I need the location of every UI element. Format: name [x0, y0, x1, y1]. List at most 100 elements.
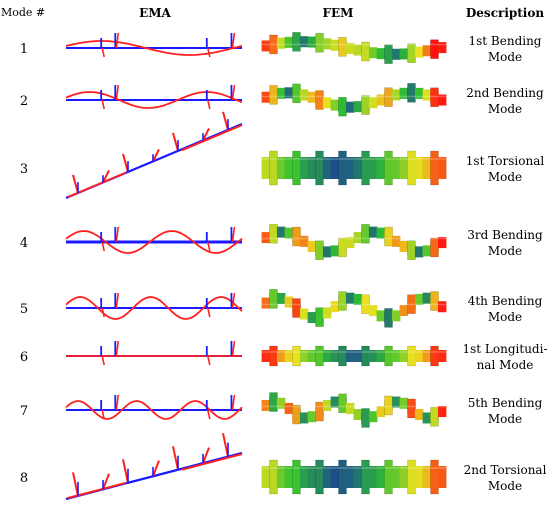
fem-journal-ring: [384, 44, 393, 64]
ema-sensor-marker: [101, 99, 105, 110]
fem-shaft-segment: [261, 91, 271, 103]
fem-shaft-segment: [391, 157, 401, 179]
fem-journal-ring: [292, 345, 301, 367]
fem-shaft-segment: [437, 157, 447, 179]
fem-shaft-segment: [330, 466, 340, 488]
fem-journal-ring: [361, 345, 370, 367]
mode-description-line-2: Mode: [488, 310, 522, 324]
fem-shaft-segment: [299, 36, 309, 48]
fem-shaft-segment: [422, 45, 432, 57]
fem-journal-ring: [292, 226, 301, 247]
fem-shaft-segment: [330, 301, 340, 313]
fem-journal-ring: [430, 406, 439, 427]
fem-shaft-segment: [322, 246, 332, 258]
fem-journal-ring: [361, 150, 370, 186]
ema-sensor-marker: [102, 169, 110, 183]
fem-shaft-segment: [276, 87, 286, 99]
fem-shaft-segment: [422, 89, 432, 101]
mode-description-line-2: Mode: [488, 102, 522, 116]
ema-sensor-marker: [231, 84, 236, 101]
ema-sensor-marker: [231, 32, 236, 49]
ema-deformed-line: [65, 40, 243, 56]
fem-journal-ring: [315, 33, 324, 53]
mode-number: 1: [20, 42, 28, 57]
fem-shaft-segment: [399, 305, 409, 317]
fem-shaft-segment: [376, 310, 386, 322]
fem-shaft-segment: [299, 350, 309, 362]
fem-shaft-segment: [345, 402, 355, 414]
ema-sensor-marker: [101, 307, 105, 318]
fem-journal-ring: [430, 291, 439, 311]
fem-shaft-segment: [276, 37, 286, 49]
fem-shaft-segment: [399, 157, 409, 179]
fem-shaft-segment: [284, 402, 294, 414]
fem-shaft-segment: [422, 245, 432, 257]
fem-journal-ring: [292, 150, 301, 186]
fem-shaft-segment: [368, 305, 378, 317]
fem-shaft-segment: [261, 466, 271, 488]
fem-shaft-segment: [437, 237, 447, 249]
ema-sensor-marker: [115, 32, 120, 49]
fem-shaft-segment: [322, 38, 332, 50]
header-description: Description: [466, 6, 544, 20]
ema-deformed-line: [65, 400, 243, 420]
ema-sensor-marker: [115, 394, 120, 411]
ema-mode-shape-plot: [65, 433, 243, 501]
ema-sensor-marker: [207, 241, 211, 252]
fem-shaft-segment: [368, 411, 378, 423]
fem-shaft-segment: [330, 39, 340, 51]
fem-shaft-segment: [376, 48, 386, 60]
fem-shaft-segment: [299, 157, 309, 179]
ema-deformed-line: [181, 124, 243, 152]
fem-shaft-segment: [299, 466, 309, 488]
fem-shaft-segment: [422, 292, 432, 304]
fem-shaft-segment: [437, 466, 447, 488]
fem-journal-ring: [361, 223, 370, 244]
fem-shaft-segment: [368, 97, 378, 109]
fem-shaft-segment: [307, 411, 317, 423]
fem-journal-ring: [315, 345, 324, 367]
ema-mode-shape-plot: [65, 32, 243, 58]
fem-journal-ring: [269, 459, 278, 495]
fem-shaft-segment: [307, 350, 317, 362]
fem-shaft-segment: [284, 350, 294, 362]
fem-shaft-segment: [276, 397, 286, 409]
fem-shaft-segment: [299, 308, 309, 320]
fem-shaft-segment: [284, 466, 294, 488]
mode-description-line-1: 1st Bending: [468, 34, 541, 48]
ema-deformed-line: [65, 91, 243, 109]
fem-journal-ring: [338, 37, 347, 57]
fem-journal-ring: [315, 459, 324, 495]
fem-shaft-segment: [353, 101, 363, 113]
fem-shaft-segment: [345, 292, 355, 304]
mode-row: 8 2nd Torsional Mode: [20, 433, 547, 501]
fem-shaft-segment: [322, 307, 332, 319]
fem-shaft-segment: [307, 466, 317, 488]
fem-shaft-segment: [353, 293, 363, 305]
ema-sensor-marker: [172, 446, 179, 470]
fem-shaft-segment: [330, 245, 340, 257]
ema-sensor-marker: [101, 241, 105, 252]
header-ema: EMA: [139, 6, 171, 20]
mode-description-line-2: nal Mode: [477, 358, 534, 372]
fem-journal-ring: [292, 404, 301, 425]
mode-description-line-1: 4th Bending: [468, 294, 543, 308]
fem-shaft-segment: [276, 466, 286, 488]
fem-journal-ring: [430, 345, 439, 367]
fem-shaft-segment: [368, 157, 378, 179]
fem-journal-ring: [338, 345, 347, 367]
fem-mode-shape: [261, 32, 447, 64]
fem-shaft-segment: [353, 232, 363, 244]
fem-shaft-segment: [345, 157, 355, 179]
mode-number: 4: [20, 236, 28, 251]
fem-shaft-segment: [345, 237, 355, 249]
fem-shaft-segment: [284, 296, 294, 308]
fem-shaft-segment: [391, 466, 401, 488]
fem-shaft-segment: [276, 157, 286, 179]
fem-journal-ring: [292, 298, 301, 318]
fem-shaft-segment: [376, 157, 386, 179]
mode-rows: 1 1st Bending Mode 2 2nd Bending Mode 3 1st Tor…: [20, 32, 548, 501]
fem-shaft-segment: [261, 157, 271, 179]
fem-journal-ring: [384, 395, 393, 416]
fem-shaft-segment: [391, 396, 401, 408]
